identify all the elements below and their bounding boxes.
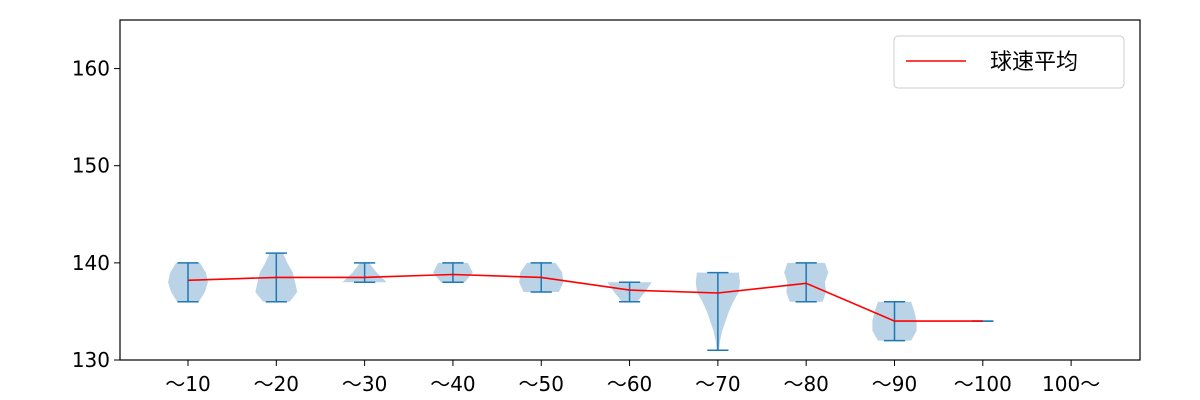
y-tick-label: 140	[72, 251, 110, 275]
y-axis: 130 140 150 160	[72, 57, 120, 372]
x-tick-label: 100〜	[1042, 372, 1100, 396]
x-tick-label: 〜70	[695, 372, 740, 396]
y-tick-label: 150	[72, 154, 110, 178]
y-tick-label: 160	[72, 57, 110, 81]
violin-4	[433, 262, 473, 284]
x-tick-label: 〜40	[430, 372, 475, 396]
violin-6	[607, 281, 652, 303]
mean-line-layer	[187, 273, 983, 322]
x-axis: 〜10 〜20 〜30 〜40 〜50 〜60 〜70 〜80 〜90 〜100 100〜	[165, 360, 1100, 396]
x-tick-label: 〜60	[607, 372, 652, 396]
legend-box	[893, 35, 1125, 89]
legend: 球速平均	[893, 35, 1125, 89]
x-tick-label: 〜90	[872, 372, 917, 396]
legend-label: 球速平均	[990, 50, 1078, 75]
x-tick-label: 〜10	[165, 372, 210, 396]
x-tick-label: 〜80	[783, 372, 828, 396]
x-tick-label: 〜30	[342, 372, 387, 396]
x-tick-label: 〜100	[954, 372, 1012, 396]
x-tick-label: 〜50	[519, 372, 564, 396]
y-tick-label: 130	[72, 348, 110, 372]
x-tick-label: 〜20	[254, 372, 299, 396]
violin-1	[168, 262, 208, 303]
violin-8	[784, 262, 829, 303]
mean-speed-line	[187, 273, 983, 322]
